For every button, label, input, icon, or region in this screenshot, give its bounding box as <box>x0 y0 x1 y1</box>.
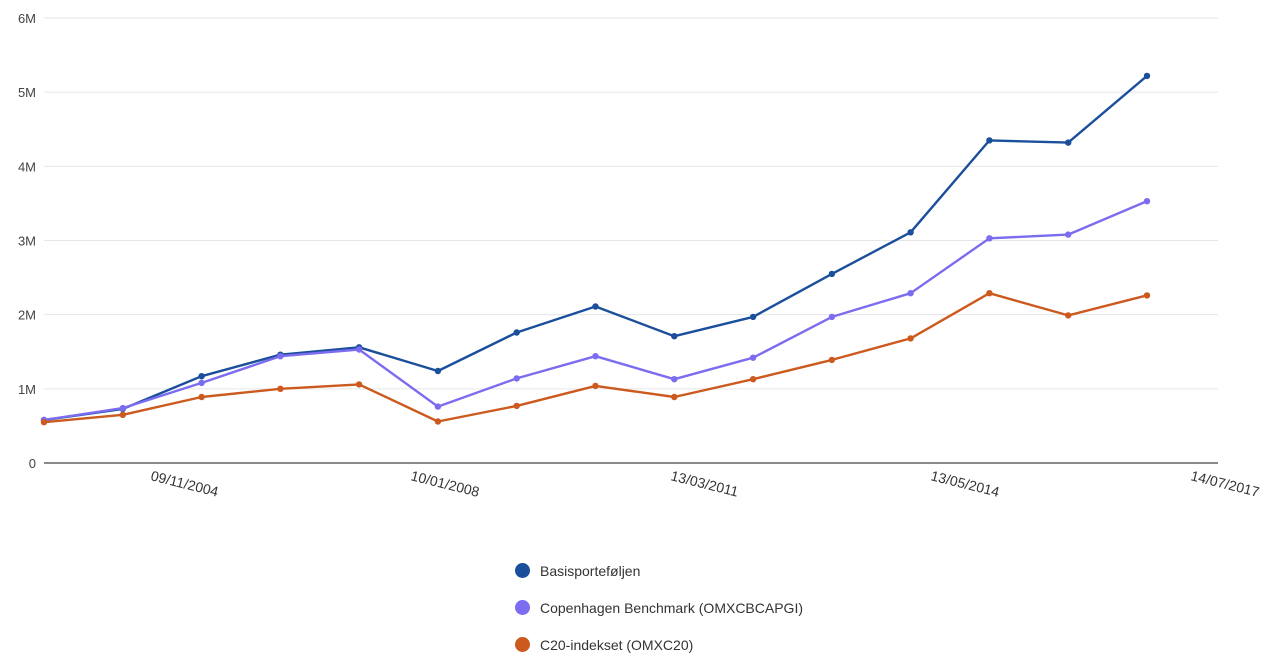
data-point[interactable] <box>513 402 520 410</box>
data-point[interactable] <box>671 376 678 383</box>
series-lines <box>40 72 1151 426</box>
data-point[interactable] <box>1065 312 1072 319</box>
data-point[interactable] <box>513 375 520 382</box>
data-point[interactable] <box>986 290 993 297</box>
data-point[interactable] <box>749 354 757 361</box>
y-tick-label: 5M <box>18 85 36 100</box>
series-2 <box>40 290 1151 426</box>
series-line <box>43 74 1148 422</box>
x-tick-label: 09/11/2004 <box>149 467 220 499</box>
legend-item-basisportefoljen[interactable]: Basisporteføljen <box>515 552 803 589</box>
y-tick-label: 4M <box>18 159 36 174</box>
legend-label: Copenhagen Benchmark (OMXCBCAPGI) <box>540 599 803 616</box>
data-point[interactable] <box>1143 292 1151 299</box>
data-point[interactable] <box>1143 72 1151 80</box>
y-axis-ticks: 0 1M 2M 3M 4M 5M 6M <box>18 11 36 471</box>
legend-item-c20-indekset[interactable]: C20-indekset (OMXC20) <box>515 626 803 663</box>
data-point[interactable] <box>671 333 678 340</box>
data-point[interactable] <box>1065 231 1072 238</box>
data-point[interactable] <box>749 376 757 383</box>
data-point[interactable] <box>749 313 757 321</box>
data-point[interactable] <box>198 393 205 401</box>
data-point[interactable] <box>592 382 599 390</box>
y-tick-label: 1M <box>18 382 36 397</box>
x-tick-label: 13/03/2011 <box>669 467 740 499</box>
series-0 <box>40 72 1151 424</box>
y-tick-label: 2M <box>18 308 36 323</box>
data-point[interactable] <box>355 381 363 388</box>
data-point[interactable] <box>986 137 993 144</box>
legend-label: C20-indekset (OMXC20) <box>540 636 694 653</box>
x-tick-label: 10/01/2008 <box>409 467 481 500</box>
data-point[interactable] <box>434 403 442 410</box>
data-point[interactable] <box>1065 139 1072 146</box>
data-point[interactable] <box>828 313 836 321</box>
data-point[interactable] <box>198 379 205 387</box>
legend-swatch-basisportefoljen <box>515 563 530 578</box>
gridlines <box>44 17 1218 390</box>
x-axis-ticks: 09/11/2004 10/01/2008 13/03/2011 13/05/2014… <box>149 467 1261 500</box>
data-point[interactable] <box>907 290 914 297</box>
legend-swatch-c20-indekset <box>515 637 530 652</box>
legend: Basisporteføljen Copenhagen Benchmark (O… <box>515 552 803 663</box>
legend-label: Basisporteføljen <box>540 562 641 579</box>
x-tick-label: 13/05/2014 <box>929 467 1001 500</box>
data-point[interactable] <box>592 303 599 310</box>
data-point[interactable] <box>277 353 284 360</box>
data-point[interactable] <box>907 229 914 236</box>
data-point[interactable] <box>1143 198 1151 205</box>
data-point[interactable] <box>355 346 363 353</box>
data-point[interactable] <box>119 404 127 412</box>
data-point[interactable] <box>513 329 520 336</box>
y-tick-label: 6M <box>18 11 36 26</box>
legend-swatch-copenhagen-benchmark <box>515 600 530 615</box>
data-point[interactable] <box>828 270 836 278</box>
data-point[interactable] <box>592 353 599 360</box>
line-chart: 0 1M 2M 3M 4M 5M 6M 09/11/2004 10/01/2008 13/03/… <box>18 11 1261 500</box>
data-point[interactable] <box>434 367 442 375</box>
data-point[interactable] <box>40 419 48 426</box>
data-point[interactable] <box>434 418 442 425</box>
data-point[interactable] <box>907 335 914 342</box>
y-tick-label: 3M <box>18 234 36 249</box>
data-point[interactable] <box>119 411 127 418</box>
data-point[interactable] <box>828 356 836 364</box>
data-point[interactable] <box>671 393 678 401</box>
data-point[interactable] <box>277 385 284 392</box>
series-1 <box>40 198 1151 424</box>
data-point[interactable] <box>198 373 205 380</box>
y-tick-label: 0 <box>29 456 36 471</box>
data-point[interactable] <box>986 235 993 242</box>
x-tick-label: 14/07/2017 <box>1189 467 1261 500</box>
legend-item-copenhagen-benchmark[interactable]: Copenhagen Benchmark (OMXCBCAPGI) <box>515 589 803 626</box>
